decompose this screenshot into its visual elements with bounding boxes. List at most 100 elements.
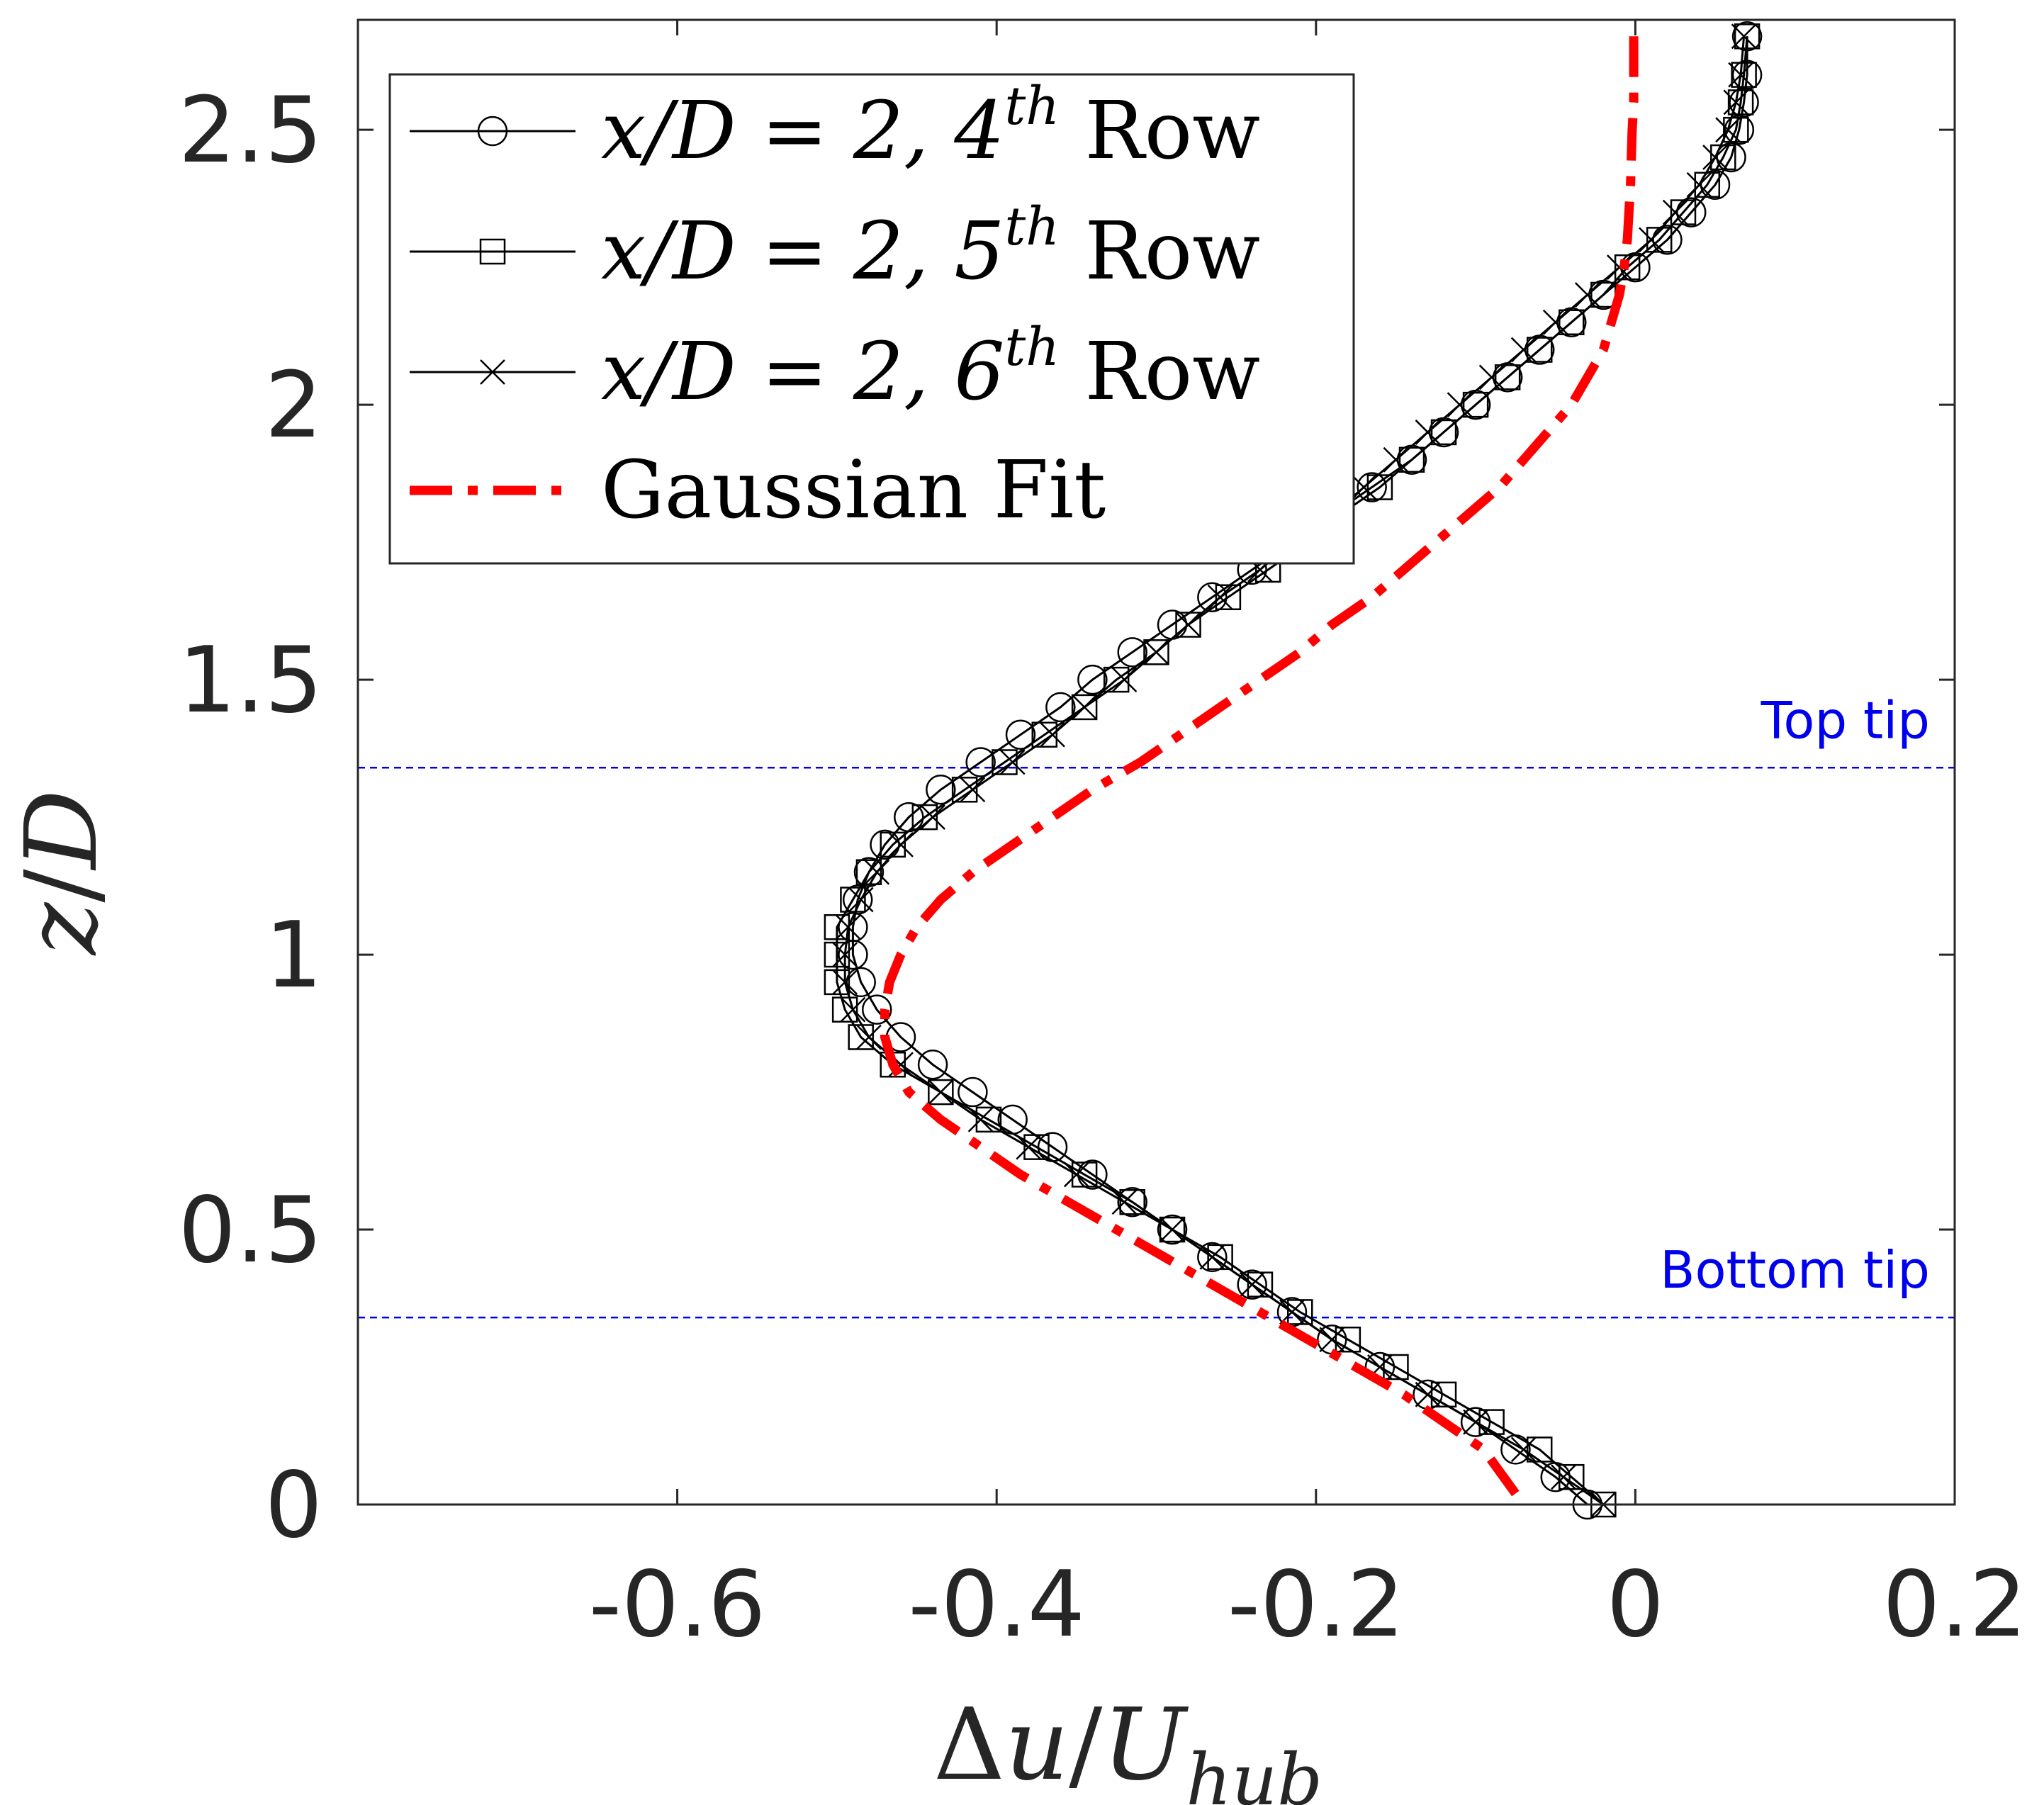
x-marker [832, 942, 858, 967]
x-marker [848, 887, 874, 913]
x-marker [840, 996, 866, 1023]
square-marker [1119, 1188, 1145, 1215]
x-marker [888, 832, 914, 857]
circle-marker [1731, 21, 1763, 52]
legend-label-main: Gaussian Fit [601, 444, 1106, 536]
x-marker [1199, 1244, 1225, 1270]
square-marker [911, 804, 938, 831]
x-marker [967, 1106, 994, 1132]
square-marker [1559, 309, 1585, 336]
x-marker [1606, 254, 1632, 281]
y-axis-label: z/D [4, 789, 120, 956]
x-axis-label-var: u [1005, 1687, 1069, 1803]
x-marker [960, 777, 986, 803]
square-marker [1670, 199, 1697, 225]
square-marker [951, 777, 978, 803]
x-marker [1159, 1217, 1185, 1242]
square-marker [1710, 144, 1736, 171]
x-axis-label-base: U [1102, 1687, 1189, 1803]
square-marker [1734, 23, 1761, 50]
square-marker [1462, 391, 1489, 418]
square-marker [1031, 721, 1058, 748]
circle-marker [965, 747, 996, 777]
legend-label-post: Row [1060, 206, 1260, 298]
legend-label-post: Row [1060, 85, 1260, 177]
legend-entry-3: x/D = 2, 6th Row [410, 317, 1260, 418]
y-axis-label-num: z [4, 901, 120, 956]
x-marker [1574, 282, 1600, 308]
circle-marker [870, 829, 900, 860]
x-marker [864, 859, 890, 885]
y-axis-label-slash: / [4, 869, 120, 903]
y-tick-label: 1 [265, 903, 322, 1008]
square-marker [880, 831, 906, 858]
legend-label-main: x/D = 2, 4 [601, 85, 1004, 177]
x-marker [1447, 392, 1473, 418]
x-marker [1510, 1436, 1537, 1463]
x-marker [480, 359, 505, 385]
legend-label: x/D = 2, 6th Row [601, 317, 1260, 418]
y-tick-label: 1.5 [178, 628, 322, 733]
circle-marker [1676, 197, 1707, 227]
y-tick-label: 0.5 [178, 1178, 322, 1283]
square-marker [831, 996, 858, 1023]
x-marker [1510, 337, 1537, 363]
x-marker [999, 749, 1026, 775]
square-marker [1159, 1216, 1186, 1243]
square-marker [1430, 1381, 1457, 1408]
square-marker [1287, 1299, 1313, 1325]
square-marker [928, 1079, 954, 1106]
circle-marker [477, 116, 508, 147]
x-marker [1686, 171, 1712, 198]
circle-marker [1716, 142, 1746, 173]
x-marker [928, 1079, 954, 1105]
series-2 [824, 23, 1761, 1518]
x-marker [1415, 420, 1441, 445]
reference-lines: Top tip Bottom tip [358, 690, 1955, 1319]
x-axis-label: Δu/Uhub [933, 1687, 1323, 1805]
circle-marker [842, 884, 873, 915]
x-marker [1715, 117, 1741, 143]
circle-marker [1117, 1186, 1147, 1218]
square-marker [1335, 1326, 1361, 1353]
axes-box [356, 18, 1956, 1506]
square-marker [1731, 62, 1757, 88]
square-marker [1559, 1463, 1585, 1490]
x-marker [1542, 309, 1568, 335]
square-marker [840, 887, 866, 913]
x-tick-label: -0.2 [1228, 1552, 1405, 1658]
tick-labels: -0.6 -0.4 -0.2 0 0.2 0 0.5 1 1.5 2 2.5 [178, 78, 2026, 1658]
x-marker [1040, 721, 1065, 748]
x-marker [1072, 695, 1097, 720]
circle-marker [917, 1050, 948, 1080]
square-marker [1366, 474, 1393, 500]
series-line [836, 36, 1748, 1506]
square-marker [1247, 1271, 1274, 1298]
legend-box [388, 73, 1355, 565]
x-marker [832, 969, 858, 995]
x-marker [920, 804, 945, 830]
circle-marker [1045, 692, 1076, 723]
legend-label-main: x/D = 2, 5 [601, 206, 1004, 298]
x-marker [1478, 364, 1505, 390]
bottom-tip-label: Bottom tip [1660, 1240, 1930, 1300]
circle-marker [958, 1076, 988, 1108]
circle-marker [1197, 1242, 1228, 1273]
square-marker [1143, 639, 1169, 665]
circle-marker [1005, 719, 1036, 750]
circle-marker [1731, 60, 1763, 90]
top-tip-label: Top tip [1761, 690, 1930, 750]
legend-entry-2: x/D = 2, 5th Row [410, 196, 1260, 298]
square-marker [1207, 1244, 1233, 1271]
x-marker [1143, 639, 1169, 665]
square-marker [1071, 1162, 1098, 1188]
square-marker [1398, 446, 1425, 473]
legend-label-sup: th [1004, 76, 1059, 137]
square-marker [1215, 584, 1242, 610]
square-marker [992, 749, 1018, 775]
x-axis-label-sub: hub [1186, 1738, 1323, 1805]
circle-marker [1237, 1269, 1267, 1300]
x-axis-label-delta: Δ [933, 1687, 1005, 1803]
x-marker [1639, 227, 1664, 253]
circle-marker [1357, 472, 1387, 502]
